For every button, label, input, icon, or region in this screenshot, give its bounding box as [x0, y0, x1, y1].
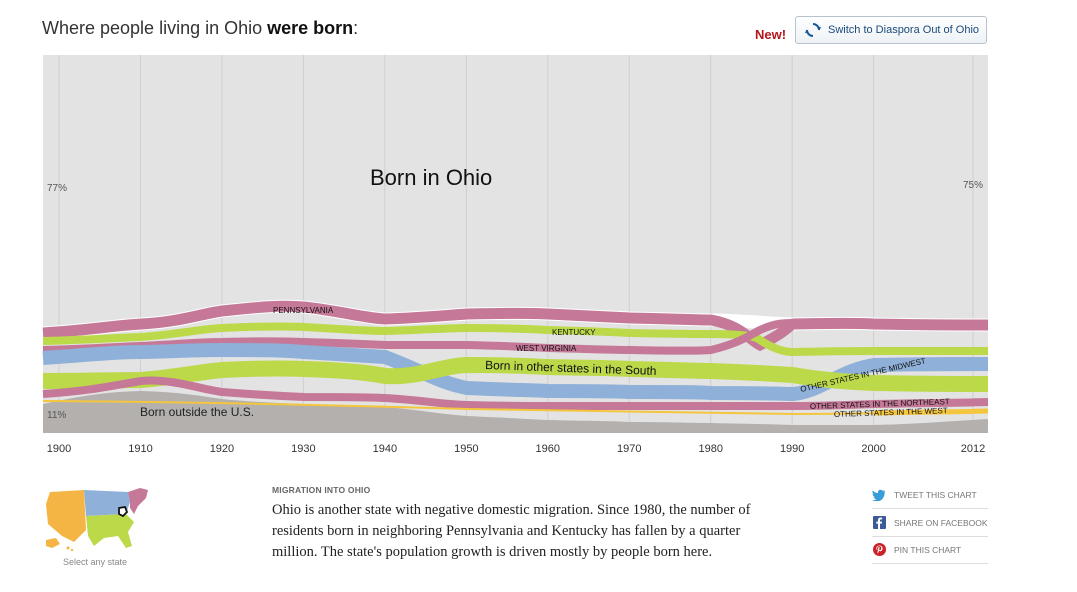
map-alaska[interactable] — [46, 538, 60, 548]
tweet-button[interactable]: TWEET THIS CHART — [872, 481, 988, 509]
pennsylvania-label: PENNSYLVANIA — [273, 306, 334, 315]
south-band[interactable] — [42, 356, 989, 392]
pin-button[interactable]: PIN THIS CHART — [872, 536, 988, 564]
facebook-label: SHARE ON FACEBOOK — [894, 517, 988, 528]
x-tick-label: 1900 — [47, 443, 71, 455]
pinterest-icon — [872, 543, 886, 557]
switch-diaspora-button[interactable]: Switch to Diaspora Out of Ohio — [795, 16, 987, 44]
foreign-1900-value: 11% — [47, 410, 66, 421]
map-hawaii[interactable] — [66, 546, 70, 550]
ohio-label: Born in Ohio — [370, 165, 492, 190]
west-label: OTHER STATES IN THE WEST — [834, 406, 948, 419]
map-hawaii-2[interactable] — [70, 548, 74, 552]
x-tick-label: 2012 — [961, 443, 985, 455]
foreign-label: Born outside the U.S. — [140, 405, 254, 419]
twitter-icon — [872, 488, 886, 502]
west-virginia-label: WEST VIRGINIA — [516, 344, 577, 353]
map-west[interactable] — [46, 490, 86, 542]
facebook-share-button[interactable]: SHARE ON FACEBOOK — [872, 509, 988, 537]
x-tick-label: 1980 — [698, 443, 722, 455]
ohio-1900-value: 77% — [47, 183, 67, 194]
northeast-band[interactable] — [42, 376, 989, 411]
title-suffix: : — [353, 18, 359, 38]
tweet-label: TWEET THIS CHART — [894, 489, 977, 500]
kentucky-label: KENTUCKY — [552, 328, 596, 337]
west-band-wide[interactable] — [873, 408, 989, 416]
x-tick-label: 1930 — [291, 443, 315, 455]
x-tick-label: 1950 — [454, 443, 478, 455]
west-band[interactable] — [42, 400, 989, 416]
west-virginia-band[interactable] — [42, 319, 794, 355]
migration-chart[interactable]: Born in Ohio PENNSYLVANIA KENTUCKY WEST VIR… — [0, 0, 1077, 470]
map-caption: Select any state — [62, 557, 128, 567]
pennsylvania-band[interactable] — [42, 300, 989, 352]
pin-label: PIN THIS CHART — [894, 544, 962, 555]
map-south[interactable] — [86, 514, 134, 548]
kentucky-band[interactable] — [42, 322, 988, 357]
south-label: Born in other states in the South — [485, 358, 657, 378]
x-tick-label: 1910 — [128, 443, 152, 455]
x-tick-label: 1990 — [780, 443, 804, 455]
map-northeast[interactable] — [128, 488, 148, 514]
article-kicker: MIGRATION INTO OHIO — [272, 485, 371, 495]
x-axis: 1900 1910 1920 1930 1940 1950 1960 1970 1980 1990… — [47, 443, 985, 455]
article-body: Ohio is another state with negative dome… — [272, 502, 751, 560]
x-tick-label: 1940 — [373, 443, 397, 455]
x-tick-label: 1960 — [536, 443, 560, 455]
x-tick-label: 1970 — [617, 443, 641, 455]
us-map[interactable] — [42, 484, 154, 556]
chart-title: Where people living in Ohio were born: — [42, 18, 358, 39]
foreign-area[interactable] — [43, 391, 988, 433]
refresh-icon — [804, 21, 822, 39]
map-ohio[interactable] — [118, 505, 129, 518]
x-tick-label: 1920 — [210, 443, 234, 455]
midwest-band[interactable] — [42, 342, 989, 402]
title-bold: were born — [267, 18, 354, 38]
new-badge: New! — [755, 27, 787, 42]
facebook-icon — [872, 516, 886, 530]
ohio-2012-value: 75% — [963, 180, 983, 191]
switch-label: Switch to Diaspora Out of Ohio — [828, 24, 980, 36]
title-prefix: Where people living in Ohio — [42, 18, 263, 38]
x-tick-label: 2000 — [861, 443, 885, 455]
